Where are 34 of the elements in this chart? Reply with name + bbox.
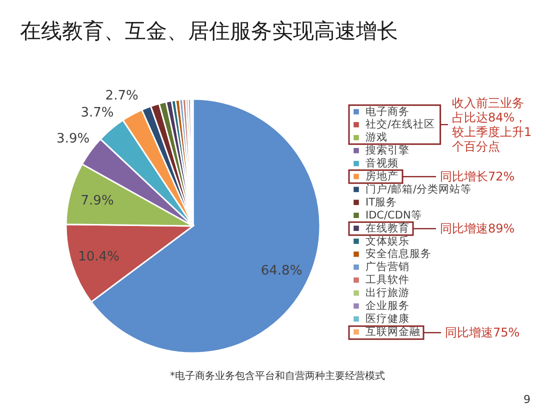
text: 收入前三业务	[452, 96, 524, 110]
legend-label: IDC/CDN等	[366, 209, 422, 222]
legend-label: 社交/在线社区	[366, 118, 436, 131]
legend-label: 医疗健康	[366, 312, 410, 325]
data-label: 3.9%	[56, 131, 90, 146]
data-label: 3.7%	[80, 105, 114, 120]
chart-title: 在线教育、互金、居住服务实现高速增长	[20, 19, 398, 43]
legend-label: IT服务	[366, 196, 398, 208]
legend-label: 安全信息服务	[366, 247, 432, 260]
legend-label: 互联网金融	[366, 326, 420, 338]
data-label: 2.7%	[105, 88, 138, 104]
legend-label: 门户/邮箱/分类网站等	[366, 182, 472, 196]
data-label: 64.8%	[260, 263, 302, 278]
legend-label: 电子商务	[366, 104, 410, 118]
legend-label: 企业服务	[366, 299, 410, 312]
legend-label: 在线教育	[366, 221, 410, 234]
data-label: 7.9%	[80, 193, 114, 208]
data-label: 10.4%	[78, 250, 120, 265]
legend-label: 出行旅游	[366, 286, 410, 300]
legend-label: 广告营销	[366, 260, 410, 274]
legend-label: 音视频	[366, 156, 398, 170]
text: *电子商务业务包含平台和自营两种主要经营模式	[170, 370, 385, 382]
text: 较上季度上升1	[452, 124, 532, 139]
legend-label: 房地产	[366, 170, 398, 182]
text: 同比增速75%	[445, 326, 520, 340]
legend-label: 工具软件	[366, 274, 410, 286]
text: 个百分点	[452, 139, 500, 154]
legend-label: 游戏	[366, 130, 388, 144]
text: 占比达84%，	[452, 110, 527, 124]
text: 9	[524, 393, 530, 406]
legend-label: 文体娱乐	[366, 234, 410, 248]
legend-label: 搜索引擎	[366, 144, 410, 157]
text: 同比增速89%	[440, 222, 515, 236]
text: 同比增长72%	[440, 170, 515, 184]
